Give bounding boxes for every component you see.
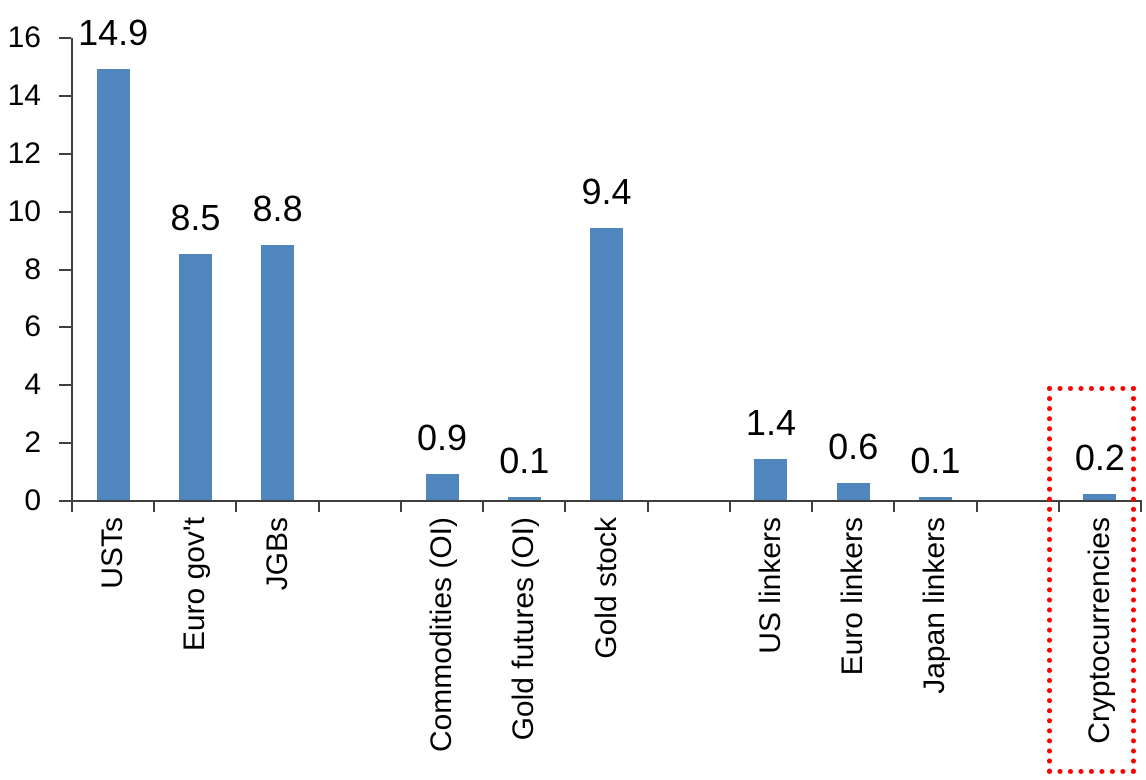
y-tick-label: 6 xyxy=(24,310,41,344)
bar-euro-linkers xyxy=(836,482,870,500)
x-axis-tick xyxy=(893,502,896,512)
x-axis-tick xyxy=(235,502,238,512)
y-axis-tick xyxy=(59,500,71,502)
y-tick-label: 4 xyxy=(24,368,41,402)
y-tick-label: 2 xyxy=(24,426,41,460)
data-label-japan-linkers: 0.1 xyxy=(910,440,961,482)
data-label-euro-linkers: 0.6 xyxy=(828,425,879,467)
x-axis-tick xyxy=(1140,502,1142,512)
bar-us-linkers xyxy=(754,459,788,500)
y-axis-tick xyxy=(59,442,71,445)
bar-euro-gov-t xyxy=(178,254,212,500)
bar-jgbs xyxy=(261,245,295,500)
category-label-gold-futures-oi: Gold futures (OI) xyxy=(507,517,541,741)
x-axis-line xyxy=(71,500,1142,502)
y-tick-label: 16 xyxy=(7,21,41,54)
x-axis-tick xyxy=(811,502,814,512)
x-axis-tick xyxy=(646,502,649,512)
x-axis-tick xyxy=(317,502,320,512)
y-axis-tick xyxy=(59,326,71,329)
category-label-us-linkers: US linkers xyxy=(753,517,787,654)
data-label-cryptocurrencies: 0.2 xyxy=(1074,437,1125,479)
x-axis-tick xyxy=(975,502,978,512)
x-axis-tick xyxy=(564,502,567,512)
highlight-box-cryptocurrencies xyxy=(1046,386,1136,774)
bar-gold-futures-oi xyxy=(507,497,541,500)
y-axis-tick xyxy=(59,210,71,213)
data-label-jgbs: 8.8 xyxy=(252,188,303,230)
category-label-commodities-oi: Commodities (OI) xyxy=(425,517,459,753)
y-tick-label: 12 xyxy=(7,136,41,170)
y-tick-label: 0 xyxy=(24,484,41,517)
x-axis-tick xyxy=(399,502,402,512)
data-label-commodities-oi: 0.9 xyxy=(417,416,468,458)
bar-usts xyxy=(96,68,130,500)
y-axis-tick xyxy=(59,268,71,271)
bar-japan-linkers xyxy=(918,497,952,500)
data-label-us-linkers: 1.4 xyxy=(745,402,796,444)
category-label-japan-linkers: Japan linkers xyxy=(918,517,952,694)
x-axis-tick xyxy=(1057,502,1060,512)
y-axis-tick xyxy=(59,37,71,39)
y-tick-label: 10 xyxy=(7,194,41,228)
category-label-usts: USTs xyxy=(96,517,130,589)
y-axis-tick xyxy=(59,384,71,387)
y-axis-line xyxy=(71,38,73,512)
data-label-euro-gov-t: 8.5 xyxy=(170,197,221,239)
x-axis-tick xyxy=(153,502,156,512)
y-axis-tick xyxy=(59,152,71,155)
category-label-euro-linkers: Euro linkers xyxy=(836,517,870,676)
data-label-usts: 14.9 xyxy=(78,11,149,53)
category-label-jgbs: JGBs xyxy=(260,517,294,591)
x-axis-tick xyxy=(482,502,485,512)
y-axis-tick xyxy=(59,94,71,97)
data-label-gold-futures-oi: 0.1 xyxy=(499,440,550,482)
y-tick-label: 8 xyxy=(24,252,41,286)
x-axis-tick xyxy=(71,502,73,512)
y-tick-label: 14 xyxy=(7,78,41,112)
category-label-gold-stock: Gold stock xyxy=(589,517,623,659)
category-label-euro-gov-t: Euro gov't xyxy=(178,517,212,652)
bar-commodities-oi xyxy=(425,473,459,500)
x-axis-tick xyxy=(728,502,731,512)
bar-gold-stock xyxy=(590,227,623,500)
bar-cryptocurrencies xyxy=(1083,494,1117,500)
data-label-gold-stock: 9.4 xyxy=(581,170,632,212)
